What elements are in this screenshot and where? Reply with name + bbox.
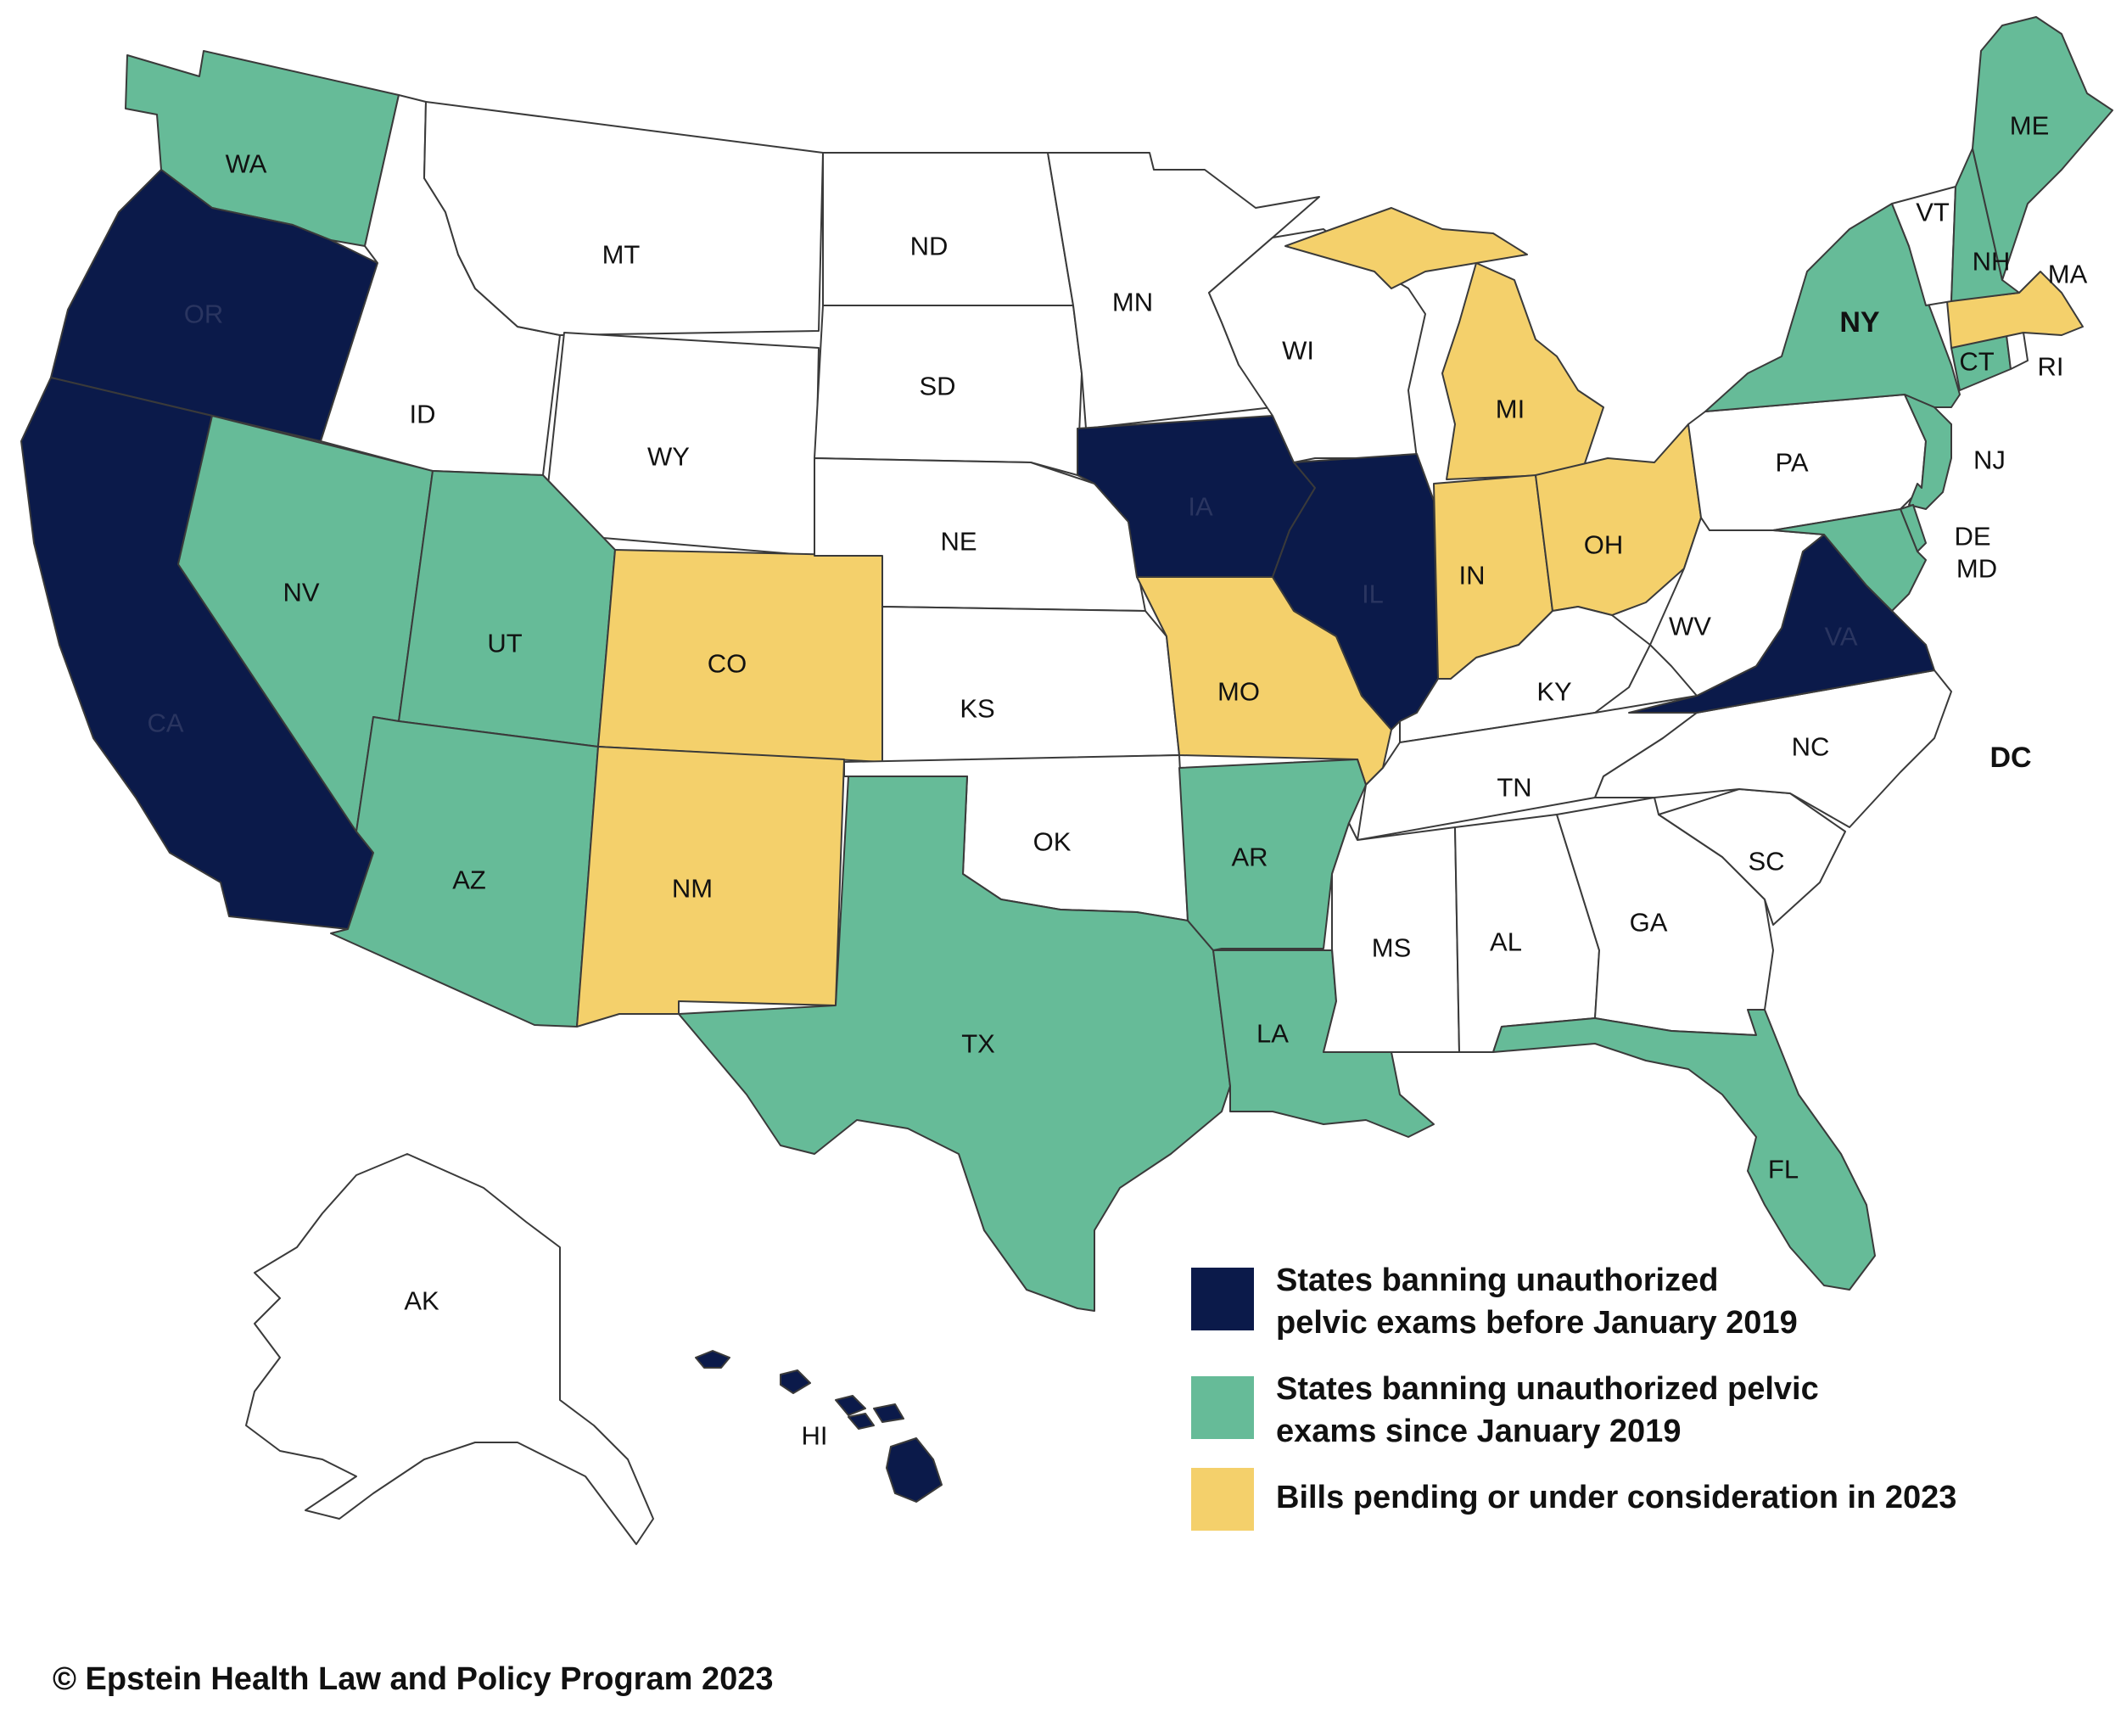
- state-ky[interactable]: [1399, 606, 1651, 743]
- state-label-in: IN: [1459, 561, 1486, 591]
- state-label-az: AZ: [452, 865, 486, 895]
- state-label-ut: UT: [487, 629, 522, 658]
- state-label-al: AL: [1490, 927, 1522, 957]
- state-label-ok: OK: [1033, 827, 1072, 857]
- legend-label-before-2019-line2: pelvic exams before January 2019: [1276, 1305, 1798, 1341]
- state-label-mi: MI: [1496, 395, 1525, 424]
- state-label-il: IL: [1362, 580, 1384, 609]
- state-label-wa: WA: [226, 149, 267, 179]
- state-label-ca: CA: [147, 708, 183, 738]
- state-label-ar: AR: [1231, 843, 1268, 872]
- copyright: © Epstein Health Law and Policy Program …: [53, 1661, 774, 1697]
- legend-label-since-2019-line1: States banning unauthorized pelvic: [1276, 1371, 1819, 1407]
- state-ga[interactable]: [1556, 797, 1774, 1036]
- state-label-de: DE: [1954, 522, 1990, 552]
- state-me[interactable]: [1972, 16, 2113, 281]
- legend-swatch-since-2019: [1191, 1376, 1254, 1439]
- legend-swatch-before-2019: [1191, 1268, 1254, 1330]
- state-label-ks: KS: [960, 694, 994, 724]
- state-label-mt: MT: [602, 240, 641, 270]
- state-mt[interactable]: [423, 101, 824, 336]
- state-ks[interactable]: [881, 606, 1180, 763]
- state-label-ak: AK: [404, 1286, 439, 1316]
- legend-label-since-2019-line2: exams since January 2019: [1276, 1414, 1682, 1449]
- legend-swatch-pending-2023: [1191, 1468, 1254, 1531]
- state-nh[interactable]: [1950, 148, 2020, 302]
- state-label-pa: PA: [1775, 448, 1808, 478]
- state-fl[interactable]: [1492, 1009, 1876, 1291]
- state-label-ma: MA: [2048, 260, 2088, 289]
- legend-label-before-2019: States banning unauthorized pelvic exams…: [1276, 1259, 1798, 1344]
- state-label-nm: NM: [672, 874, 713, 904]
- state-label-co: CO: [708, 649, 747, 679]
- state-nm[interactable]: [576, 746, 845, 1028]
- legend-label-pending-2023-line1: Bills pending or under consideration in …: [1276, 1480, 1957, 1515]
- state-label-wi: WI: [1282, 336, 1314, 366]
- state-label-md: MD: [1956, 554, 1997, 584]
- state-label-sc: SC: [1748, 847, 1784, 876]
- state-tx[interactable]: [678, 776, 1231, 1312]
- state-hi[interactable]: [695, 1350, 943, 1503]
- state-label-ms: MS: [1372, 933, 1412, 963]
- state-label-nv: NV: [283, 578, 319, 608]
- state-nj[interactable]: [1904, 394, 1952, 510]
- state-label-dc: DC: [1989, 742, 2031, 774]
- state-label-ga: GA: [1630, 908, 1668, 938]
- state-label-wv: WV: [1669, 612, 1711, 641]
- state-nd[interactable]: [822, 152, 1074, 306]
- state-label-oh: OH: [1584, 530, 1624, 560]
- state-label-me: ME: [2010, 111, 2050, 141]
- state-label-ky: KY: [1536, 677, 1571, 707]
- state-label-or: OR: [184, 300, 224, 329]
- legend-label-before-2019-line1: States banning unauthorized: [1276, 1263, 1719, 1298]
- state-ri[interactable]: [2006, 332, 2029, 370]
- state-ak[interactable]: [245, 1153, 654, 1545]
- state-label-nj: NJ: [1973, 445, 2006, 475]
- state-label-id: ID: [410, 400, 436, 429]
- state-label-nh: NH: [1973, 247, 2011, 277]
- state-wv[interactable]: [1649, 517, 1825, 697]
- state-label-ct: CT: [1959, 347, 1994, 377]
- state-label-la: LA: [1256, 1019, 1289, 1049]
- state-vt[interactable]: [1891, 186, 1956, 306]
- legend-label-pending-2023: Bills pending or under consideration in …: [1276, 1476, 1956, 1519]
- state-ma[interactable]: [1946, 271, 2084, 349]
- state-label-fl: FL: [1768, 1155, 1799, 1184]
- state-label-tn: TN: [1497, 773, 1531, 803]
- state-label-tx: TX: [961, 1029, 995, 1059]
- state-label-ri: RI: [2038, 352, 2064, 382]
- state-label-va: VA: [1824, 622, 1857, 652]
- state-label-nd: ND: [910, 232, 949, 261]
- state-label-mn: MN: [1112, 288, 1153, 317]
- state-label-nc: NC: [1792, 732, 1830, 762]
- state-label-sd: SD: [919, 372, 955, 401]
- state-nc[interactable]: [1594, 669, 1952, 828]
- state-ar[interactable]: [1178, 759, 1367, 951]
- state-label-hi: HI: [802, 1421, 828, 1451]
- state-label-wy: WY: [647, 442, 690, 472]
- legend-label-since-2019: States banning unauthorized pelvic exams…: [1276, 1368, 1819, 1453]
- state-label-ny: NY: [1839, 306, 1880, 339]
- state-label-ne: NE: [940, 527, 977, 557]
- state-md[interactable]: [1772, 508, 1927, 612]
- state-label-mo: MO: [1217, 677, 1260, 707]
- state-label-ia: IA: [1188, 492, 1213, 522]
- state-label-vt: VT: [1916, 198, 1950, 227]
